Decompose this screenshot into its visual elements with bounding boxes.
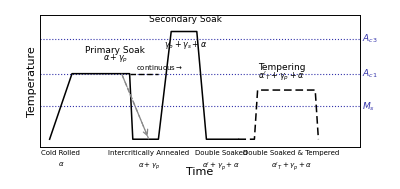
Text: $A_{c3}$: $A_{c3}$ (362, 32, 377, 45)
Text: Double Soaked: Double Soaked (195, 150, 247, 156)
X-axis label: Time: Time (186, 167, 214, 177)
Text: $\alpha'_T + \gamma_p + \alpha$: $\alpha'_T + \gamma_p + \alpha$ (271, 160, 312, 173)
Text: $\gamma_p + \gamma_s + \alpha$: $\gamma_p + \gamma_s + \alpha$ (164, 40, 207, 52)
Text: Tempering: Tempering (258, 64, 305, 73)
Text: Intercritically Annealed: Intercritically Annealed (108, 150, 189, 156)
Text: $\alpha + \gamma_p$: $\alpha + \gamma_p$ (138, 160, 160, 172)
Text: Primary Soak: Primary Soak (85, 46, 145, 55)
Text: Secondary Soak: Secondary Soak (149, 15, 222, 25)
Text: Cold Rolled: Cold Rolled (41, 150, 80, 156)
Text: $M_s$: $M_s$ (362, 100, 374, 113)
Text: $A_{c1}$: $A_{c1}$ (362, 67, 377, 80)
Text: continuous$\rightarrow$: continuous$\rightarrow$ (136, 63, 183, 72)
Text: $\alpha'_T + \gamma_p + \alpha$: $\alpha'_T + \gamma_p + \alpha$ (258, 70, 305, 83)
Text: $\alpha' + \gamma_p + \alpha$: $\alpha' + \gamma_p + \alpha$ (202, 160, 240, 173)
Y-axis label: Temperature: Temperature (27, 46, 37, 117)
Text: $\alpha + \gamma_p$: $\alpha + \gamma_p$ (103, 53, 128, 65)
Text: Double Soaked & Tempered: Double Soaked & Tempered (243, 150, 339, 156)
Text: $\alpha$: $\alpha$ (58, 160, 64, 168)
